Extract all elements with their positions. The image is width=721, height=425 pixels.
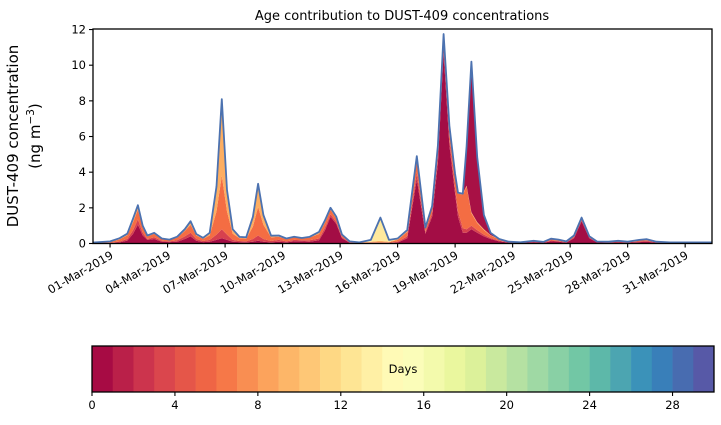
chart-title: Age contribution to DUST-409 concentrati… [255,9,550,24]
y-axis-label-line1: DUST-409 concentration [4,45,22,228]
colorbar-tick-label: 12 [333,398,348,412]
y-tick-label: 0 [79,237,86,251]
y-axis-label-line2: (ng m−3) [25,103,44,169]
colorbar-bin [506,346,528,392]
axes: 02468101201-Mar-201904-Mar-201907-Mar-20… [45,23,713,297]
colorbar-tick-label: 0 [88,398,95,412]
colorbar-tick-label: 4 [171,398,178,412]
x-tick-label: 31-Mar-2019 [620,248,690,297]
age-band-area [93,34,712,243]
colorbar-bin [154,346,176,392]
colorbar-bin [216,346,238,392]
colorbar-bin [485,346,507,392]
colorbar-bin [465,346,487,392]
colorbar-bin [174,346,196,392]
y-tick-label: 8 [79,94,86,108]
age-band-area [93,52,712,244]
colorbar-tick-label: 20 [499,398,514,412]
colorbar-frame [91,345,715,393]
colorbar-bin [651,346,673,392]
y-tick-label: 6 [79,130,86,144]
colorbar-bin [361,346,383,392]
colorbar-bin [340,346,362,392]
colorbar-bin [548,346,570,392]
colorbar-bin [320,346,342,392]
colorbar-bin [444,346,466,392]
colorbar-bin [403,346,425,392]
colorbar-bin [195,346,217,392]
colorbar-gradient [92,346,715,392]
y-tick-label: 12 [71,23,86,37]
colorbar-bin [423,346,445,392]
colorbar-bin [672,346,694,392]
colorbar-bin [568,346,590,392]
colorbar-bin [527,346,549,392]
colorbar-bin [112,346,134,392]
colorbar-bin [693,346,715,392]
age-band-area [93,35,712,244]
colorbar-bin [589,346,611,392]
colorbar-bin [133,346,155,392]
plot-frame [92,28,713,245]
colorbar-bin [237,346,259,392]
total-concentration-line [93,33,712,244]
y-tick-label: 2 [79,201,86,215]
age-band-area [93,34,712,244]
colorbar-bin [610,346,632,392]
colorbar-bin [278,346,300,392]
y-tick-label: 4 [79,165,86,179]
colorbar-days: 0 4 8 12 16 20 24 28 Days [88,345,715,412]
age-band-area [93,44,712,244]
y-tick-label: 10 [71,58,86,72]
colorbar-bin [382,346,404,392]
y-axis-label: DUST-409 concentration (ng m−3) [4,45,44,228]
colorbar-bin [257,346,279,392]
colorbar-tick-label: 16 [416,398,431,412]
age-band-area [93,34,712,243]
colorbar-tick-label: 28 [665,398,680,412]
colorbar-tick-label: 8 [254,398,261,412]
colorbar-label: Days [389,362,418,376]
colorbar-bin [92,346,114,392]
colorbar-bin [631,346,653,392]
colorbar-tick-label: 24 [582,398,597,412]
plot-area [93,33,712,244]
colorbar-bin [299,346,321,392]
